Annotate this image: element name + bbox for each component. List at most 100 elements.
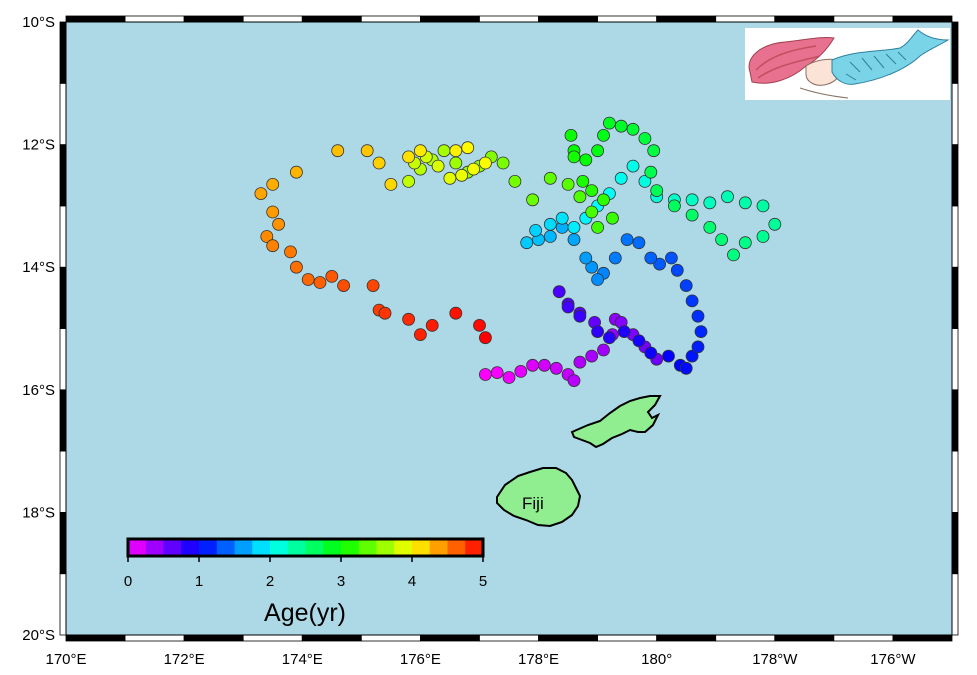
track-point xyxy=(561,177,575,191)
track-point xyxy=(665,251,678,265)
track-point xyxy=(402,174,416,188)
vanua-levu-island xyxy=(570,395,662,449)
track-point xyxy=(266,177,280,191)
track-point xyxy=(490,366,504,380)
track-point xyxy=(606,211,619,225)
track-point xyxy=(653,257,666,271)
track-point xyxy=(496,156,510,170)
track-point xyxy=(703,220,717,234)
track-point xyxy=(685,294,699,308)
track-point xyxy=(603,331,616,345)
track-point xyxy=(620,233,634,247)
track-point xyxy=(520,236,534,250)
track-point xyxy=(567,220,581,234)
track-point xyxy=(289,260,303,274)
track-point xyxy=(626,159,640,173)
track-point xyxy=(543,217,557,231)
track-point xyxy=(552,285,566,299)
track-point xyxy=(449,306,463,320)
track-point xyxy=(567,150,581,164)
track-point xyxy=(425,318,439,332)
track-point xyxy=(437,144,451,158)
track-point xyxy=(585,349,599,363)
track-point xyxy=(449,156,463,170)
track-point xyxy=(768,217,782,231)
track-point xyxy=(738,236,752,250)
track-point xyxy=(473,318,486,332)
track-point xyxy=(576,174,590,188)
island-group: Fiji xyxy=(496,395,662,528)
lon-tick-label: 172°E xyxy=(164,651,205,668)
track-point xyxy=(691,309,705,323)
track-point xyxy=(585,205,599,219)
lon-tick-label: 174°E xyxy=(282,651,323,668)
island-label: Fiji xyxy=(522,494,544,513)
track-point xyxy=(614,119,628,133)
track-point xyxy=(597,193,610,207)
track-point xyxy=(721,190,734,204)
track-point xyxy=(325,269,339,283)
track-point xyxy=(372,156,386,170)
colorbar-tick-label: 1 xyxy=(195,573,203,590)
track-point xyxy=(670,263,684,277)
track-point xyxy=(567,233,581,247)
track-point xyxy=(564,128,578,142)
track-point xyxy=(266,239,280,253)
colorbar-cells xyxy=(128,539,484,556)
longitude-labels: 170°E 172°E 174°E 176°E 178°E 180° 178°W 176°W xyxy=(45,651,916,668)
track-point xyxy=(573,190,587,204)
track-point xyxy=(254,187,268,201)
track-point xyxy=(526,193,539,207)
colorbar-ticks: 0 1 2 3 4 5 xyxy=(124,556,487,590)
track-point xyxy=(597,128,610,142)
ocean-area xyxy=(66,22,952,635)
track-point xyxy=(668,199,681,213)
track-point xyxy=(478,156,492,170)
viti-levu-island xyxy=(496,467,582,528)
track-point xyxy=(443,171,457,185)
lon-tick-label: 178°W xyxy=(752,651,798,668)
lon-tick-label: 170°E xyxy=(45,651,86,668)
track-point xyxy=(284,245,297,259)
track-point xyxy=(617,325,631,339)
track-point xyxy=(260,230,274,243)
track-point xyxy=(478,368,492,381)
colorbar-tick-label: 3 xyxy=(337,573,345,590)
track-point xyxy=(402,150,416,164)
track-point xyxy=(608,251,622,265)
colorbar-tick-label: 5 xyxy=(479,573,487,590)
track-point xyxy=(313,276,327,289)
colorbar-tick-label: 4 xyxy=(408,573,416,590)
track-point xyxy=(272,217,286,231)
track-point xyxy=(591,220,604,234)
track-point xyxy=(455,168,469,182)
track-point xyxy=(662,349,675,363)
lon-tick-label: 176°E xyxy=(400,651,441,668)
track-point xyxy=(638,174,652,188)
track-point xyxy=(402,312,416,326)
track-point xyxy=(549,361,563,375)
track-point xyxy=(685,208,699,222)
lat-tick-label: 16°S xyxy=(22,382,55,399)
track-point xyxy=(703,196,717,210)
track-point xyxy=(591,325,604,339)
track-point xyxy=(508,174,522,188)
track-point xyxy=(526,358,539,372)
track-point xyxy=(614,171,628,185)
track-point xyxy=(715,233,728,247)
track-point xyxy=(543,171,557,185)
track-point xyxy=(591,273,604,286)
track-point xyxy=(543,230,557,243)
track-point xyxy=(632,334,646,348)
track-point xyxy=(514,364,528,378)
track-point xyxy=(644,346,658,360)
track-point xyxy=(467,162,481,176)
lat-tick-label: 14°S xyxy=(22,259,55,276)
lon-tick-label: 176°W xyxy=(870,651,916,668)
track-point xyxy=(413,328,427,342)
track-point xyxy=(679,361,693,375)
colorbar: 0 1 2 3 4 5 Age(yr) xyxy=(124,537,487,627)
track-point xyxy=(691,340,705,354)
track-point xyxy=(573,309,587,323)
